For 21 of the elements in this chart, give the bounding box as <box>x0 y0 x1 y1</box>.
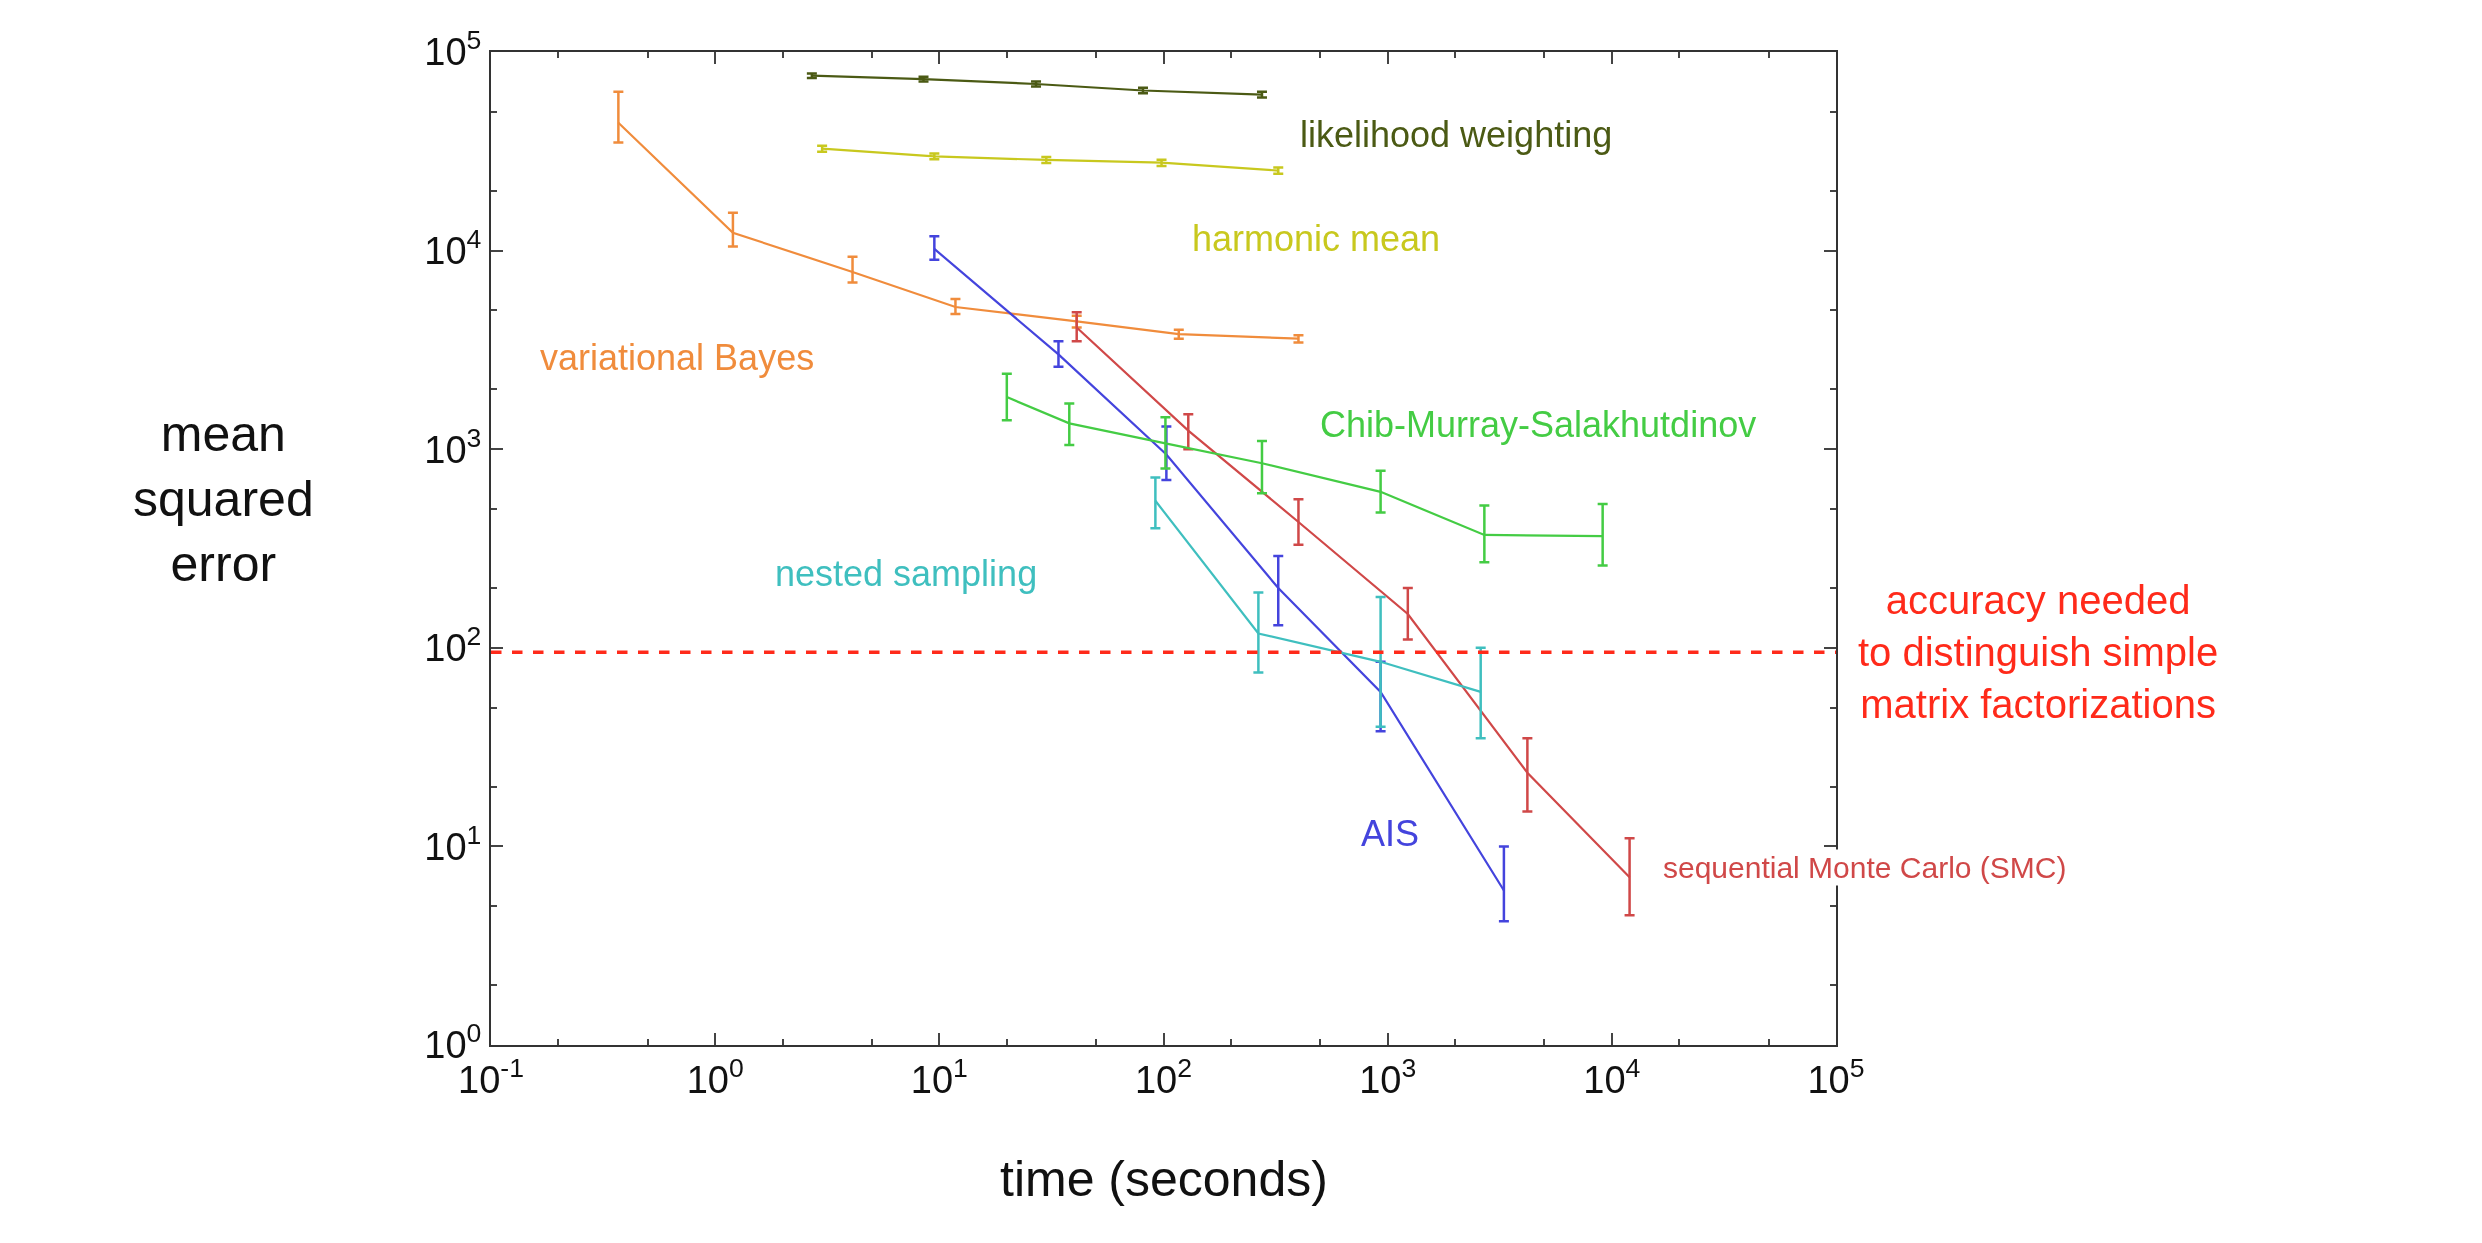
y-axis-title: mean squared error <box>133 406 314 592</box>
x-tick-label: 10$^{0}$ <box>686 1052 744 1101</box>
y-tick-label: 10$^{3}$ <box>424 422 482 471</box>
series-label: harmonic mean <box>1192 218 1441 259</box>
y-tick-label: 10$^{2}$ <box>424 621 482 670</box>
y-tick-label: 10$^{4}$ <box>424 223 482 272</box>
x-tick-label: 10$^{3}$ <box>1359 1052 1417 1101</box>
x-tick-label: 10$^{1}$ <box>910 1052 968 1101</box>
text: nested sampling <box>775 553 1038 594</box>
series-label: likelihood weighting <box>1300 114 1613 155</box>
text: variational Bayes <box>540 337 815 378</box>
y-tick-label: 10$^{1}$ <box>424 819 482 868</box>
series-label: Chib-Murray-Salakhutdinov <box>1320 404 1757 445</box>
x-tick-label: 10$^{5}$ <box>1807 1052 1865 1101</box>
series-label: sequential Monte Carlo (SMC) <box>1663 851 2067 884</box>
x-tick-label: 10$^{4}$ <box>1583 1052 1641 1101</box>
x-axis-title: time (seconds) <box>1000 1151 1328 1207</box>
series-label: AIS <box>1361 813 1420 854</box>
y-tick-label: 10$^{5}$ <box>424 25 482 74</box>
x-tick-label: 10$^{2}$ <box>1134 1052 1193 1101</box>
ref-line-label: accuracy needed to distinguish simple matrix factorizations <box>1858 578 2219 726</box>
